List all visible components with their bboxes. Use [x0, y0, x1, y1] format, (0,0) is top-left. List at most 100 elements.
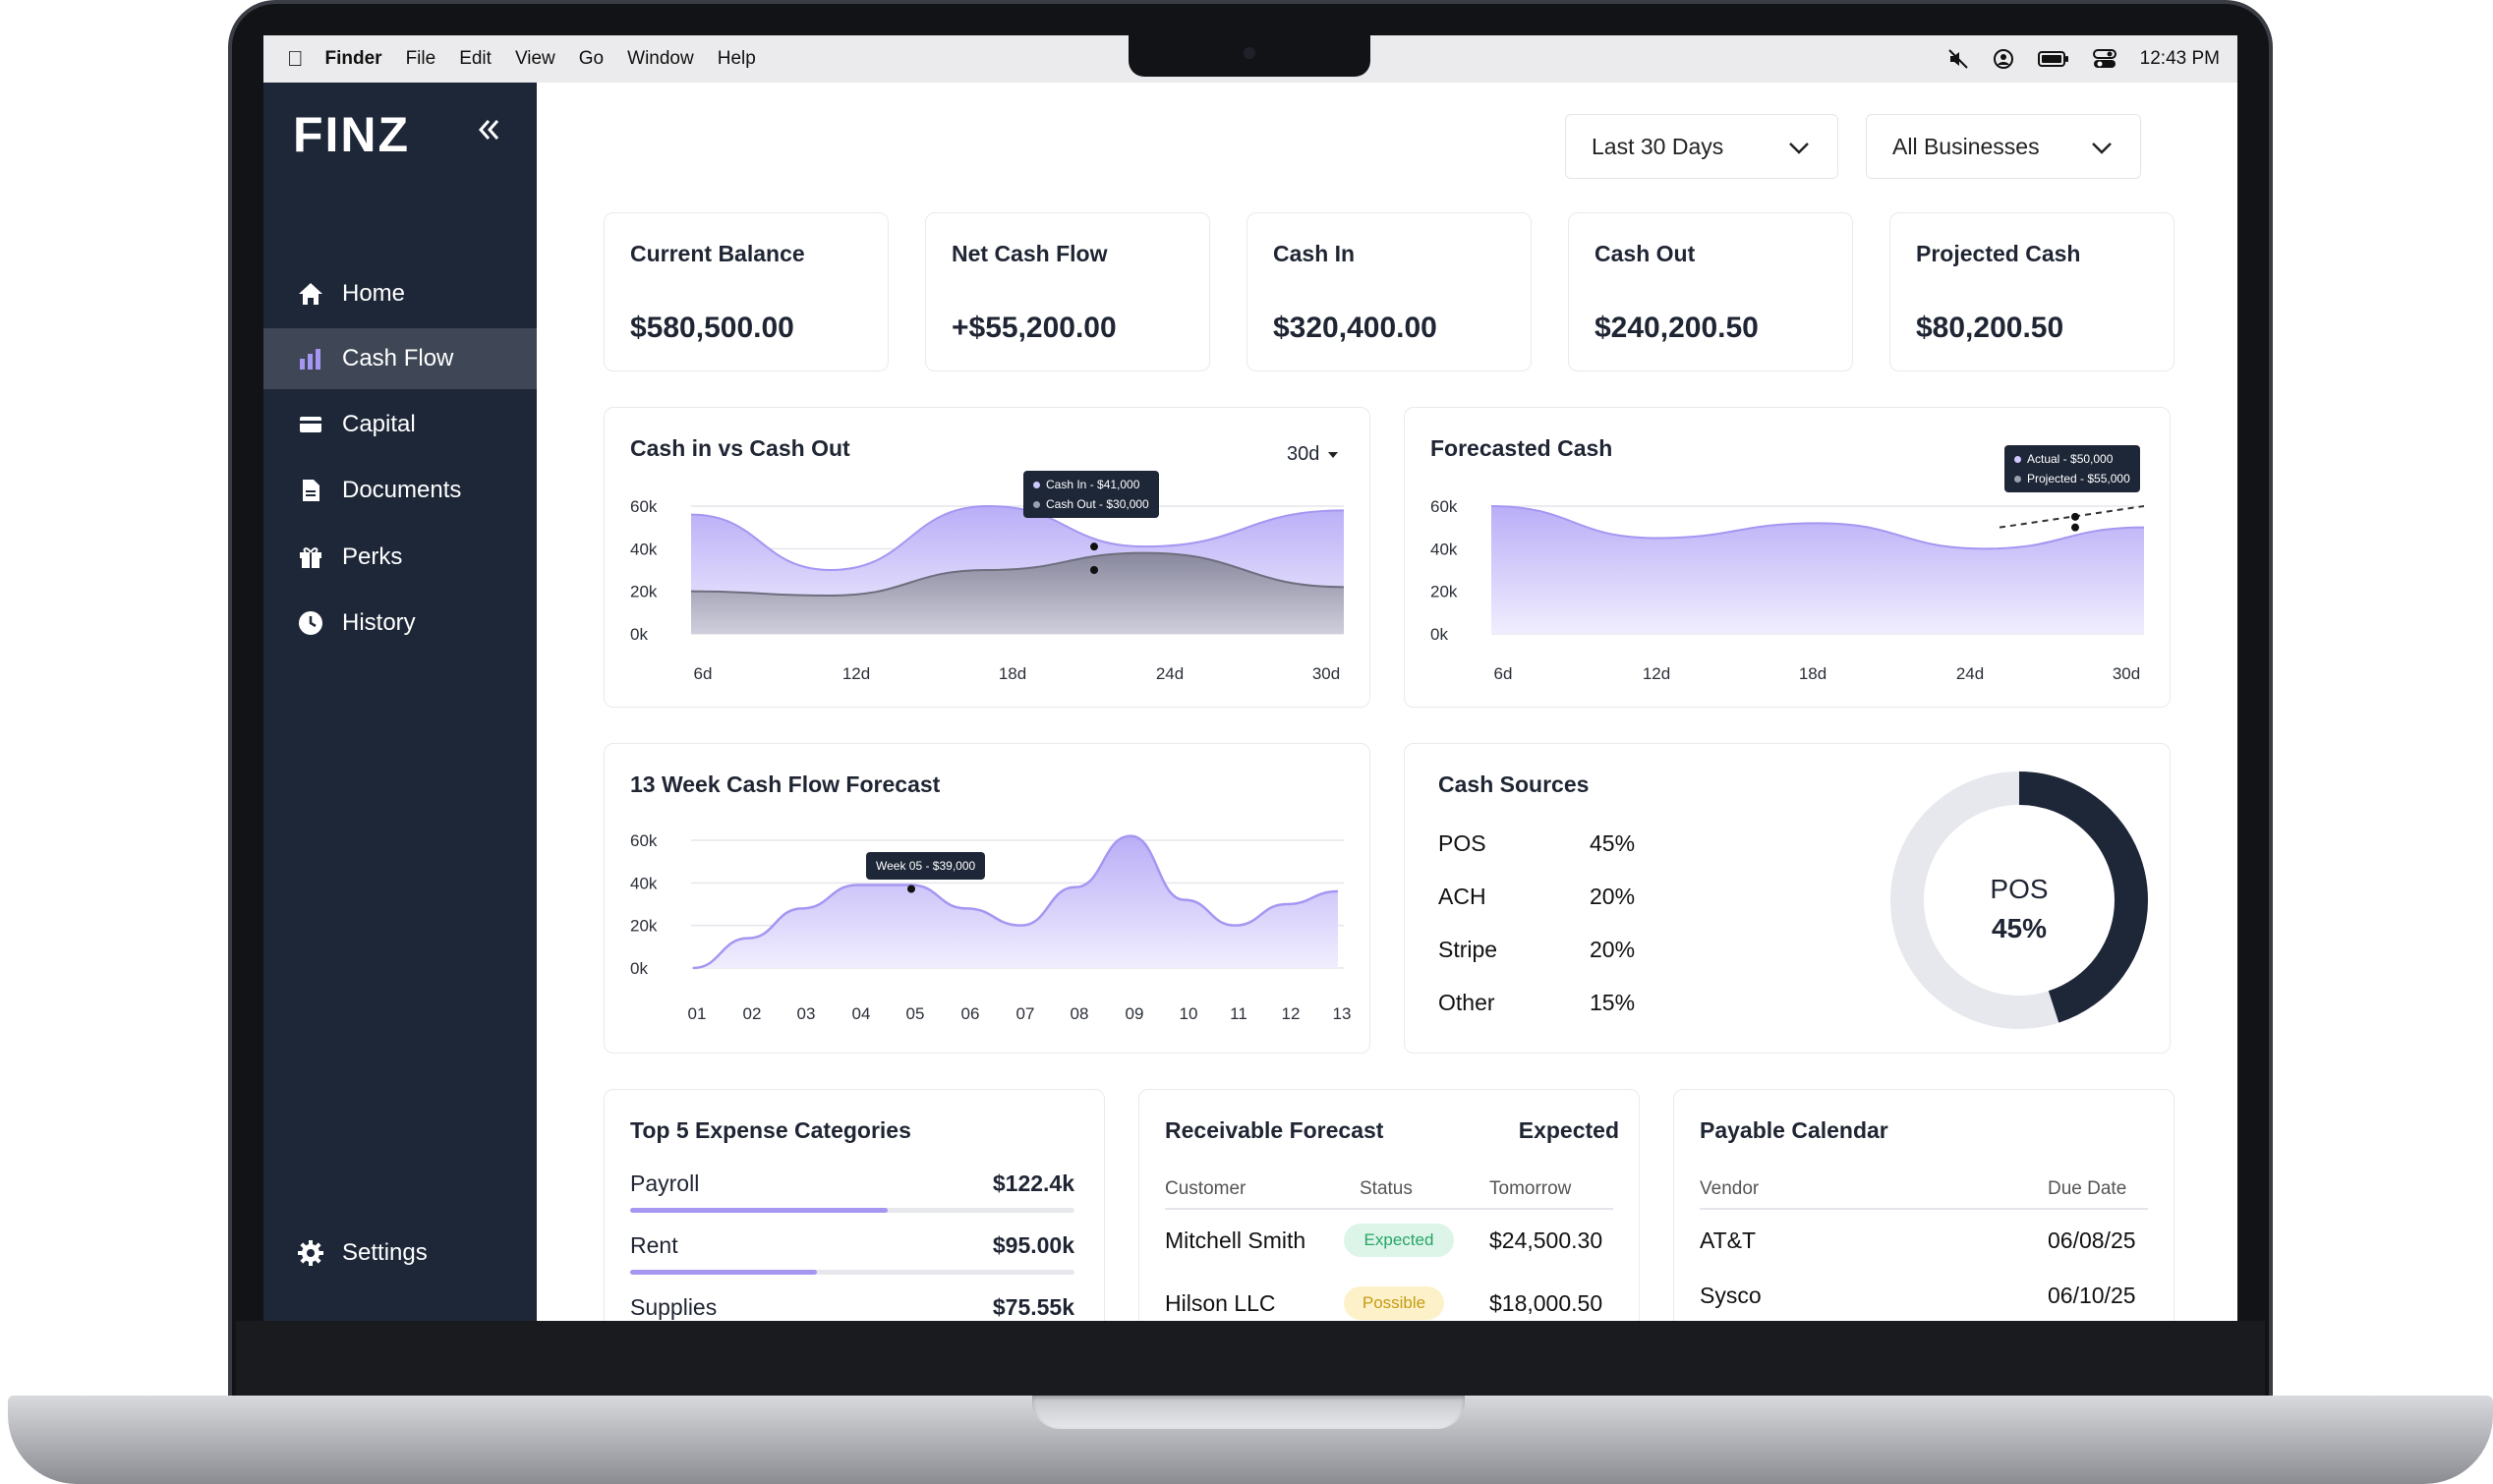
due-date: 06/10/25: [2048, 1283, 2136, 1308]
tooltip-week: Week 05 - $39,000: [876, 859, 976, 873]
menu-window[interactable]: Window: [610, 48, 694, 69]
laptop-base-notch: [1032, 1396, 1465, 1429]
apple-icon[interactable]: : [287, 46, 304, 72]
x-tick-label: 01: [688, 1004, 707, 1023]
expense-bar-fill: [630, 1208, 889, 1213]
expense-bar-track: [630, 1270, 1074, 1275]
x-tick-label: 11: [1230, 1004, 1247, 1023]
user-icon[interactable]: [1993, 48, 2014, 70]
business-dropdown[interactable]: All Businesses: [1866, 114, 2141, 179]
series-forecast-area: [693, 835, 1338, 968]
donut-slice-pos: [1890, 771, 2148, 1029]
menu-view[interactable]: View: [498, 48, 555, 69]
series-actual-area: [1491, 506, 2144, 634]
x-tick-label: 05: [906, 1004, 925, 1023]
sidebar-item-documents[interactable]: Documents: [263, 460, 537, 521]
y-tick-label: 40k: [630, 540, 658, 558]
tooltip-projected: Projected - $55,000: [2027, 472, 2130, 485]
x-tick-label: 24d: [1956, 664, 1984, 683]
status-badge: Expected: [1344, 1224, 1454, 1257]
laptop-bezel: [236, 1321, 2265, 1396]
kpi-label: Cash Out: [1594, 241, 1696, 266]
menu-go[interactable]: Go: [562, 48, 604, 69]
x-tick-label: 18d: [1799, 664, 1826, 683]
source-percent: 15%: [1590, 990, 1636, 1015]
card-title: Cash in vs Cash Out: [630, 435, 850, 461]
sidebar-item-cash-flow[interactable]: Cash Flow: [263, 328, 537, 389]
y-tick-label: 40k: [630, 874, 658, 892]
sidebar-item-settings[interactable]: Settings: [263, 1223, 537, 1284]
data-point-cash-out[interactable]: [1090, 566, 1098, 574]
kpi-label: Cash In: [1273, 241, 1356, 266]
sidebar-item-label: Perks: [342, 543, 403, 570]
collapse-sidebar-button[interactable]: [474, 112, 503, 154]
week13-forecast-card: 13 Week Cash Flow Forecast 60k 40k 20k 0k 01…: [604, 743, 1370, 1054]
x-tick-label: 03: [797, 1004, 816, 1023]
x-tick-label: 06: [961, 1004, 980, 1023]
kpi-value: $80,200.50: [1916, 312, 2064, 344]
sidebar-item-history[interactable]: History: [263, 593, 537, 654]
double-chevron-left-icon: [478, 120, 499, 140]
menubar-status: 12:43 PM: [1947, 35, 2220, 83]
kpi-value: $240,200.50: [1594, 312, 1759, 344]
sidebar-item-capital[interactable]: Capital: [263, 394, 537, 455]
x-tick-label: 12d: [1643, 664, 1670, 683]
status-badge: Possible: [1344, 1286, 1444, 1320]
chevron-down-icon: [2092, 143, 2112, 154]
app-logo[interactable]: FINZ: [293, 107, 411, 162]
source-percent: 45%: [1590, 830, 1636, 856]
sidebar-item-label: Settings: [342, 1239, 428, 1266]
chart-tooltip: Actual - $50,000 Projected - $55,000: [2004, 445, 2140, 492]
menu-help[interactable]: Help: [701, 48, 756, 69]
card-title: Payable Calendar: [1700, 1117, 1888, 1143]
battery-icon[interactable]: [2037, 50, 2069, 68]
divider: [1165, 1208, 1613, 1210]
y-tick-label: 0k: [1430, 625, 1448, 644]
data-point-projected[interactable]: [2071, 512, 2079, 521]
data-point-cash-in[interactable]: [1090, 542, 1098, 551]
cash-in-out-chart: 60k 40k 20k 0k 6d 12d 18d 24d 30d: [630, 497, 1345, 683]
sidebar-item-label: History: [342, 609, 416, 636]
sidebar-item-home[interactable]: Home: [263, 263, 537, 324]
x-tick-label: 08: [1071, 1004, 1089, 1023]
x-tick-label: 30d: [1312, 664, 1340, 683]
expense-name: Supplies: [630, 1294, 718, 1320]
y-tick-label: 20k: [1430, 583, 1458, 601]
cash-sources-card: Cash Sources POS 45% ACH 20% Stripe 20% …: [1404, 743, 2171, 1054]
period-dropdown[interactable]: Last 30 Days: [1565, 114, 1838, 179]
x-tick-label: 13: [1333, 1004, 1352, 1023]
series-forecast-line: [692, 834, 1339, 970]
control-center-icon[interactable]: [2092, 48, 2116, 70]
kpi-card-cash-in: Cash In $320,400.00: [1246, 212, 1532, 371]
sidebar-item-label: Home: [342, 280, 406, 307]
card-icon: [295, 409, 326, 440]
customer-name[interactable]: Mitchell Smith: [1165, 1227, 1306, 1253]
clock-icon: [295, 607, 326, 639]
screen:  Finder File Edit View Go Window Help 1…: [263, 35, 2237, 1321]
vendor-name[interactable]: AT&T: [1700, 1227, 1757, 1253]
expense-name: Rent: [630, 1232, 678, 1258]
card-title: Receivable Forecast: [1165, 1117, 1384, 1143]
expense-bar-track: [630, 1208, 1074, 1213]
y-tick-label: 60k: [630, 831, 658, 850]
receivable-amount: $18,000.50: [1489, 1290, 1603, 1316]
data-point-actual[interactable]: [2071, 523, 2079, 532]
menu-file[interactable]: File: [389, 48, 436, 69]
main-content: Last 30 Days All Businesses Current Bala…: [537, 83, 2237, 1321]
source-name: Stripe: [1438, 937, 1498, 962]
column-header: Due Date: [2048, 1178, 2127, 1199]
expense-value: $95.00k: [992, 1232, 1074, 1258]
range-selector[interactable]: 30d: [1287, 443, 1339, 466]
kpi-card-cash-out: Cash Out $240,200.50: [1568, 212, 1853, 371]
mute-icon[interactable]: [1947, 48, 1969, 70]
x-tick-label: 24d: [1156, 664, 1184, 683]
expense-bar-fill: [630, 1270, 817, 1275]
x-tick-label: 12: [1282, 1004, 1301, 1023]
menu-edit[interactable]: Edit: [442, 48, 492, 69]
menu-finder[interactable]: Finder: [309, 48, 382, 69]
vendor-name[interactable]: Sysco: [1700, 1283, 1762, 1308]
sidebar-item-perks[interactable]: Perks: [263, 527, 537, 588]
customer-name[interactable]: Hilson LLC: [1165, 1290, 1276, 1316]
data-point-week-05[interactable]: [907, 885, 915, 893]
menubar-clock: 12:43 PM: [2139, 48, 2220, 69]
